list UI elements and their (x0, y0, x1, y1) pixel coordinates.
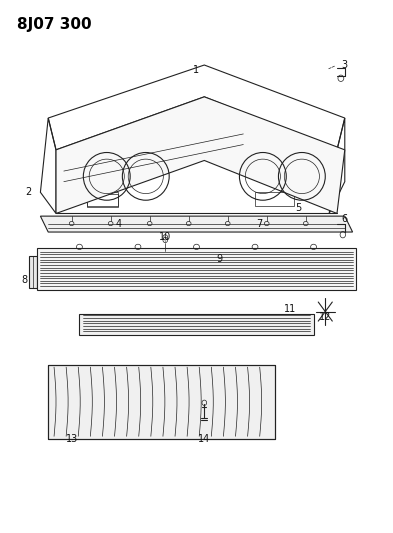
Text: 3: 3 (342, 60, 348, 70)
Text: 14: 14 (198, 434, 210, 444)
Text: 8: 8 (22, 274, 28, 285)
Bar (255, 192, 294, 206)
Text: 11: 11 (284, 304, 296, 314)
Polygon shape (37, 248, 356, 290)
Polygon shape (48, 365, 275, 439)
Text: 7: 7 (256, 219, 262, 229)
Text: 4: 4 (116, 219, 121, 229)
Text: 2: 2 (26, 187, 32, 197)
Text: 13: 13 (66, 434, 78, 444)
Polygon shape (29, 256, 37, 288)
Text: 12: 12 (319, 312, 331, 322)
Bar (87, 192, 118, 206)
Text: 10: 10 (159, 232, 171, 243)
Polygon shape (79, 314, 314, 335)
Text: 6: 6 (342, 214, 348, 224)
Bar (40, 252, 353, 288)
Text: 8J07 300: 8J07 300 (17, 17, 92, 33)
Text: 5: 5 (295, 203, 301, 213)
Text: 9: 9 (217, 254, 223, 263)
Text: 1: 1 (193, 66, 200, 75)
Bar (87, 195, 118, 207)
Polygon shape (56, 97, 345, 214)
Polygon shape (40, 216, 353, 232)
